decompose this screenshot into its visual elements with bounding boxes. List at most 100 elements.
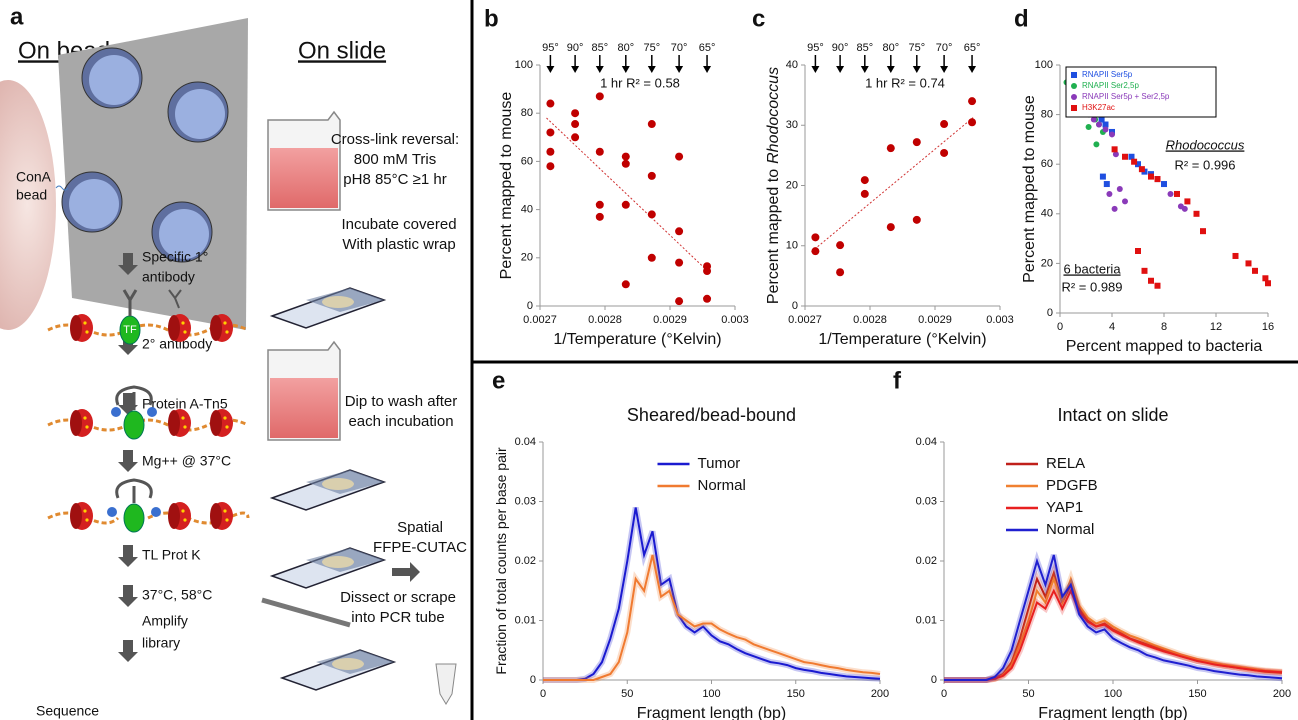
step-text: Dip to wash after	[345, 393, 458, 410]
step-text: Cross-link reversal:	[331, 131, 459, 148]
point	[1262, 275, 1269, 282]
y-tick-label: 40	[786, 59, 798, 71]
legend: RNAPII Ser5p RNAPII Ser2,5p RNAPII Ser5p +…	[1065, 66, 1217, 118]
trendline	[546, 117, 710, 273]
step-text: Incubate covered	[341, 216, 456, 233]
y-axis-label-text: Percent mapped to	[765, 169, 782, 304]
panel-a: a On beads On slide ConA bead Specific 1…	[0, 3, 467, 719]
y-tick-label: 0.04	[916, 436, 937, 448]
point	[595, 92, 604, 101]
point	[1148, 173, 1154, 180]
legend-marker	[1071, 83, 1077, 89]
point	[621, 152, 630, 161]
x-tick-label: 100	[702, 688, 720, 700]
series-line	[543, 554, 881, 681]
annotation: 6 bacteria	[1063, 261, 1121, 276]
x-axis-label: 1/Temperature (°Kelvin)	[553, 331, 721, 348]
legend-label: RELA	[1046, 455, 1085, 472]
top-tick-arrow	[546, 66, 555, 73]
legend-label: Normal	[1046, 521, 1094, 538]
step-text: Amplify	[142, 613, 188, 629]
point	[675, 297, 684, 306]
top-tick-label: 75°	[908, 42, 925, 54]
step-text: Spatial	[397, 519, 443, 536]
point	[1232, 252, 1239, 259]
point	[1167, 190, 1174, 197]
y-tick-label: 0.04	[515, 436, 536, 448]
point	[836, 268, 845, 277]
point	[675, 152, 684, 161]
point	[1102, 121, 1109, 128]
bead-label: ConA	[16, 169, 52, 185]
y-tick-label: 60	[521, 155, 533, 167]
step-text: Sequence	[36, 703, 99, 719]
y-axis-label-italic: Rhodococcus	[765, 67, 782, 164]
y-tick-label: 20	[786, 179, 798, 191]
point	[1193, 210, 1200, 217]
point	[1085, 124, 1092, 130]
point	[647, 171, 656, 180]
point	[621, 280, 630, 289]
point	[1098, 116, 1105, 123]
y-tick-label: 0.03	[916, 495, 937, 507]
panel-label: e	[492, 367, 505, 394]
x-tick-label: 150	[1188, 688, 1206, 700]
point	[546, 147, 555, 156]
x-tick-label: 0.0027	[788, 314, 822, 326]
nucleosome-row	[47, 385, 249, 440]
point	[675, 227, 684, 236]
point	[1122, 198, 1128, 205]
step-text: FFPE-CUTAC	[373, 539, 467, 556]
step-text: pH8 85°C ≥1 hr	[343, 171, 446, 188]
x-tick-label: 200	[1273, 688, 1291, 700]
point	[1154, 176, 1161, 183]
x-tick-label: 0.003	[721, 314, 749, 326]
chart-panel: d 0 20 40 60 80 100 0 4 8 12 16 Percent mapped to ba…	[1014, 5, 1274, 355]
legend-marker	[1071, 105, 1077, 111]
y-tick-label: 40	[521, 204, 533, 216]
point	[836, 241, 845, 250]
y-tick-label: 80	[521, 107, 533, 119]
point	[621, 200, 630, 209]
point	[595, 200, 604, 209]
y-tick-label: 100	[515, 59, 533, 71]
series-line	[944, 554, 1283, 681]
point	[1252, 267, 1258, 274]
top-tick-arrow	[571, 66, 580, 73]
point	[886, 223, 895, 232]
y-axis-label: Percent mapped to mouse	[498, 92, 515, 280]
annotation: Rhodococcus	[1166, 137, 1245, 152]
x-tick-label: 0.0028	[853, 314, 887, 326]
series-band	[543, 506, 881, 683]
y-tick-label: 0	[1047, 307, 1053, 319]
point	[1135, 161, 1141, 168]
x-axis-label: 1/Temperature (°Kelvin)	[818, 331, 986, 348]
y-tick-label: 80	[1041, 109, 1053, 121]
point	[647, 253, 656, 262]
point	[1093, 141, 1100, 148]
top-tick-label: 80°	[617, 42, 634, 54]
point	[1184, 198, 1191, 205]
y-axis-label: Percent mapped to mouse	[1021, 95, 1038, 283]
step-text: 37°C, 58°C	[142, 587, 212, 603]
top-tick-arrow	[860, 66, 869, 73]
point	[1103, 181, 1110, 188]
legend-label: RNAPII Ser2,5p	[1082, 81, 1139, 90]
nucleosome-row: TF	[47, 289, 249, 345]
panel-label: d	[1014, 5, 1029, 32]
point	[546, 99, 555, 108]
step-text: antibody	[142, 269, 195, 285]
legend-label: Tumor	[698, 455, 741, 472]
point	[940, 120, 949, 129]
top-tick-label: 95°	[807, 42, 824, 54]
point	[1174, 190, 1180, 197]
annotation: R² = 0.996	[1174, 157, 1235, 172]
step-text: 800 mM Tris	[354, 151, 437, 168]
point	[571, 120, 580, 129]
point	[1154, 282, 1161, 289]
x-tick-label: 0	[1057, 321, 1063, 333]
point	[1200, 228, 1206, 235]
x-tick-label: 0.0027	[523, 314, 557, 326]
top-tick-label: 70°	[936, 42, 953, 54]
